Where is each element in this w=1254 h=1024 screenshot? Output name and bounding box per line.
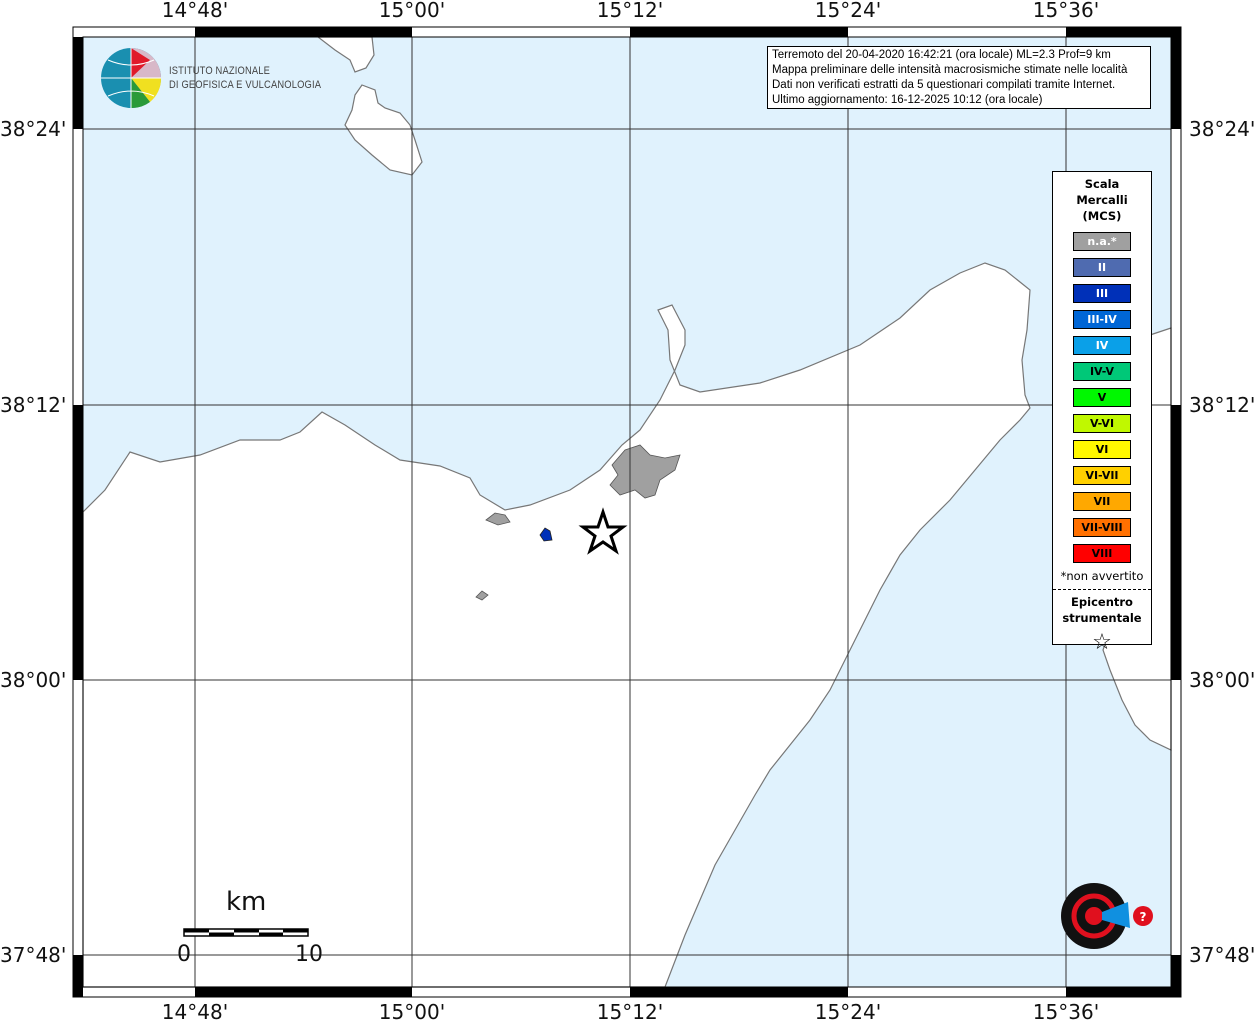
legend-swatch-vvi: V-VI [1073, 414, 1131, 433]
lon-label-bottom: 15°00' [378, 1000, 446, 1024]
lon-label-bottom: 15°36' [1032, 1000, 1100, 1024]
lat-label-left: 38°00' [0, 668, 67, 692]
legend-swatch-v: V [1073, 388, 1131, 407]
area-na-2 [485, 512, 511, 526]
lat-label-right: 38°24' [1189, 117, 1254, 141]
badge-text: www.haisentitoilterremoto.it [1030, 860, 1031, 861]
legend-star-icon: ☆ [1092, 630, 1112, 655]
legend-swatch-iiiiv: III-IV [1073, 310, 1131, 329]
legend-swatch-ivv: IV-V [1073, 362, 1131, 381]
lat-label-right: 38°00' [1189, 668, 1254, 692]
info-line: Ultimo aggiornamento: 16-12-2025 10:12 (… [772, 94, 1043, 106]
lat-label-right: 38°12' [1189, 393, 1254, 417]
ingv-logo-icon [101, 48, 162, 109]
scale-unit: km [226, 887, 267, 917]
legend-swatches: n.a.* II III III-IV IV IV-V V V-VI VI VI-VII VII VI… [1053, 232, 1151, 563]
info-line: Terremoto del 20-04-2020 16:42:21 (ora l… [772, 49, 1111, 61]
legend-swatch-vi: VI [1073, 440, 1131, 459]
svg-text:?: ? [1140, 910, 1147, 924]
area-ii [539, 527, 553, 542]
legend-swatch-viiviii: VII-VIII [1073, 518, 1131, 537]
legend-divider [1053, 589, 1151, 590]
lat-label-left: 37°48' [0, 943, 67, 967]
legend-swatch-iv: IV [1073, 336, 1131, 355]
epicenter-star-icon [578, 507, 628, 555]
info-line: Mappa preliminare delle intensità macros… [772, 64, 1128, 76]
lon-label-top: 15°24' [814, 0, 882, 22]
epicenter-label-line: strumentale [1062, 611, 1142, 625]
lon-label-bottom: 15°24' [814, 1000, 882, 1024]
area-na [609, 444, 681, 499]
area-na-3 [475, 590, 489, 601]
haisentito-badge-icon: ? [1061, 883, 1153, 949]
map-frame [72, 26, 1182, 998]
logo-line1: ISTITUTO NAZIONALE [169, 65, 271, 77]
legend-swatch-na: n.a.* [1073, 232, 1131, 251]
scale-max: 10 [295, 942, 323, 967]
epicenter-label-line: Epicentro [1071, 595, 1133, 609]
ingv-logo-text: ISTITUTO NAZIONALE DI GEOFISICA E VULCAN… [169, 64, 321, 92]
legend-swatch-ii: II [1073, 258, 1131, 277]
lat-label-left: 38°24' [0, 117, 67, 141]
legend-title-line: Mercalli [1076, 193, 1128, 207]
island-north [316, 36, 375, 73]
sicily-land [82, 262, 1031, 988]
legend-swatch-viii: VIII [1073, 544, 1131, 563]
scale-min: 0 [177, 942, 191, 967]
lon-label-bottom: 15°12' [596, 1000, 664, 1024]
legend-epicenter-label: Epicentro strumentale [1053, 594, 1151, 626]
lon-label-top: 15°00' [378, 0, 446, 22]
logo-line2: DI GEOFISICA E VULCANOLOGIA [169, 79, 322, 91]
event-info-box: Terremoto del 20-04-2020 16:42:21 (ora l… [767, 46, 1151, 109]
lon-label-top: 15°36' [1032, 0, 1100, 22]
legend-swatch-iii: III [1073, 284, 1131, 303]
legend-title-line: (MCS) [1082, 209, 1122, 223]
legend-swatch-vii: VII [1073, 492, 1131, 511]
lon-label-top: 14°48' [161, 0, 229, 22]
legend-title-line: Scala [1084, 177, 1120, 191]
legend-title: Scala Mercalli (MCS) [1053, 176, 1151, 224]
legend-note: *non avvertito [1060, 569, 1144, 583]
lat-label-right: 37°48' [1189, 943, 1254, 967]
mcs-legend: Scala Mercalli (MCS) n.a.* II III III-IV IV I… [1052, 171, 1152, 655]
lon-label-bottom: 14°48' [161, 1000, 229, 1024]
island-lipari [344, 84, 423, 176]
lat-label-left: 38°12' [0, 393, 67, 417]
info-line: Dati non verificati estratti da 5 questi… [772, 79, 1116, 91]
legend-swatch-vivii: VI-VII [1073, 466, 1131, 485]
lon-label-top: 15°12' [596, 0, 664, 22]
scale-bar [183, 928, 309, 937]
